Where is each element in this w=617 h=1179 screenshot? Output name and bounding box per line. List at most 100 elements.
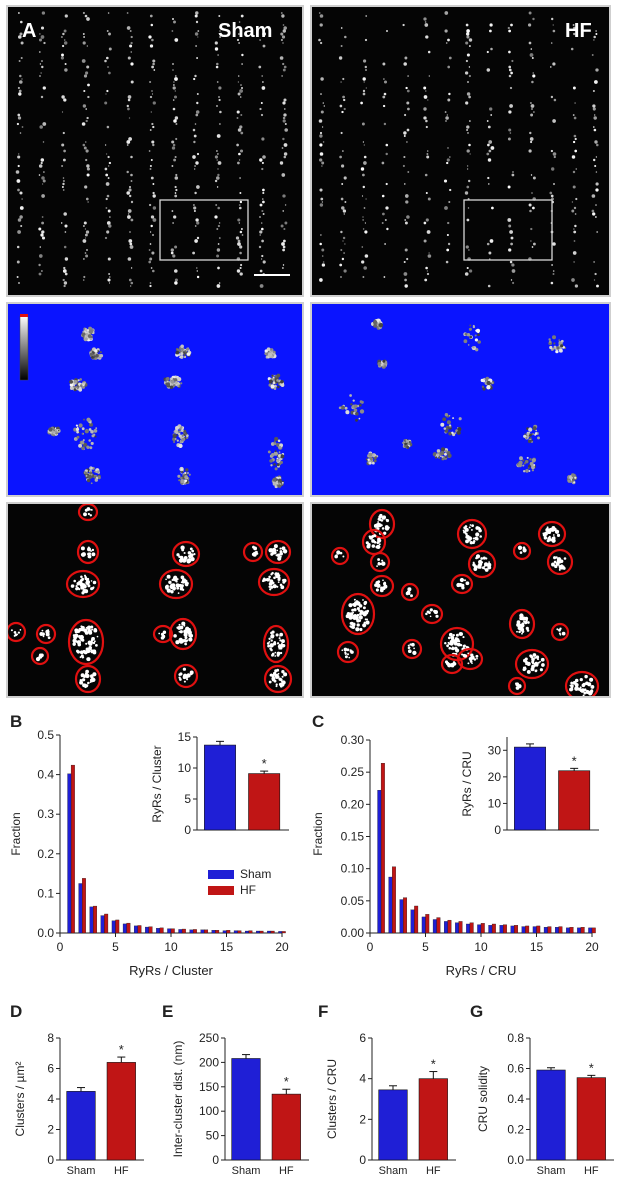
ryr-punctum xyxy=(447,98,451,102)
ryr-punctum xyxy=(196,152,200,156)
ryr-punctum xyxy=(426,150,429,152)
cru-pixel xyxy=(90,587,94,591)
ryr-punctum xyxy=(468,66,471,68)
ryr-cluster xyxy=(270,464,273,467)
ryr-cluster xyxy=(373,459,377,463)
x-tick-label: 0 xyxy=(57,940,64,954)
ryr-cluster xyxy=(372,461,375,465)
ryr-punctum xyxy=(194,14,198,18)
cru-pixel xyxy=(90,639,94,642)
ryr-punctum xyxy=(172,222,174,224)
ryr-punctum xyxy=(281,242,285,246)
ryr-punctum xyxy=(487,284,491,288)
ryr-punctum xyxy=(343,176,347,180)
ryr-punctum xyxy=(41,216,44,218)
ryr-punctum xyxy=(363,155,367,159)
ryr-punctum xyxy=(171,146,176,150)
ryr-punctum xyxy=(280,32,284,36)
ryr-punctum xyxy=(595,216,597,218)
ryr-punctum xyxy=(343,252,345,254)
cru-pixel xyxy=(84,631,89,635)
cru-outline xyxy=(173,663,199,689)
ryr-cluster xyxy=(277,484,282,488)
ryr-punctum xyxy=(468,269,473,273)
ryr-punctum xyxy=(126,140,131,144)
ryr-punctum xyxy=(552,29,556,33)
cru-pixel xyxy=(86,657,91,662)
ryr-cluster xyxy=(172,384,176,387)
ryr-cluster xyxy=(84,429,89,434)
ryr-punctum xyxy=(508,65,512,69)
hf-hist-bar xyxy=(514,925,519,934)
ryr-cluster xyxy=(184,350,187,353)
ryr-cluster xyxy=(93,470,96,473)
cru-pixel xyxy=(262,577,267,582)
ryr-punctum xyxy=(259,284,264,288)
ryr-punctum xyxy=(531,57,534,59)
ryr-punctum xyxy=(64,68,68,72)
ryr-punctum xyxy=(218,282,221,284)
cru-pixel xyxy=(270,634,275,638)
ryr-cluster xyxy=(81,446,85,451)
cru-pixel xyxy=(181,639,185,643)
ryr-cluster xyxy=(183,429,187,433)
ryr-punctum xyxy=(82,104,87,108)
ryr-punctum xyxy=(448,56,452,60)
ryr-punctum xyxy=(41,60,43,62)
ryr-cluster xyxy=(525,469,529,473)
ryr-punctum xyxy=(259,158,263,162)
ryr-punctum xyxy=(151,140,155,144)
y-axis-label: RyRs / CRU xyxy=(460,751,474,816)
ryr-cluster xyxy=(179,436,183,439)
hf-bar xyxy=(271,1093,301,1161)
cru-pixel xyxy=(162,630,167,634)
ryr-punctum xyxy=(282,42,284,44)
ryr-punctum xyxy=(217,243,220,245)
ryr-punctum xyxy=(528,23,532,27)
ryr-punctum xyxy=(553,155,556,159)
hf-hist-bar xyxy=(170,928,175,934)
ryr-punctum xyxy=(40,72,42,74)
ryr-cluster xyxy=(84,471,88,475)
ryr-cluster xyxy=(180,352,184,356)
ryr-cluster xyxy=(75,386,78,389)
ryr-cluster xyxy=(185,433,188,436)
ryr-punctum xyxy=(319,158,323,162)
ryr-cluster xyxy=(82,439,85,442)
cru-pixel xyxy=(160,632,165,636)
ryr-punctum xyxy=(172,99,175,101)
ryr-punctum xyxy=(361,260,365,264)
sham-bar xyxy=(378,1089,408,1161)
ryr-punctum xyxy=(236,117,239,119)
y-tick-label: 0.05 xyxy=(341,894,365,908)
cru-outline xyxy=(74,664,102,694)
ryr-punctum xyxy=(214,47,219,51)
ryr-punctum xyxy=(593,39,595,41)
ryr-punctum xyxy=(41,194,45,198)
ryr-punctum xyxy=(571,201,574,203)
ryr-cluster xyxy=(571,478,575,482)
ryr-punctum xyxy=(340,131,343,135)
ryr-punctum xyxy=(591,194,596,198)
ryr-punctum xyxy=(262,188,265,192)
ryr-punctum xyxy=(528,11,532,15)
y-tick-label: 200 xyxy=(199,1055,219,1069)
cru-pixel xyxy=(186,628,191,633)
ryr-punctum xyxy=(237,81,240,83)
ryr-punctum xyxy=(466,29,470,33)
ryr-punctum xyxy=(174,38,179,42)
cru-pixel xyxy=(269,588,272,591)
ryr-cluster xyxy=(371,453,376,458)
ryr-punctum xyxy=(149,282,152,284)
ryr-punctum xyxy=(17,164,20,168)
ryr-punctum xyxy=(573,26,576,30)
cru-pixel xyxy=(282,580,286,584)
ryr-punctum xyxy=(109,216,111,218)
ryr-punctum xyxy=(508,68,512,72)
ryr-punctum xyxy=(530,174,533,176)
ryr-punctum xyxy=(573,240,576,242)
ryr-punctum xyxy=(217,168,219,170)
ryr-punctum xyxy=(82,279,85,281)
ryr-punctum xyxy=(427,197,431,201)
ryr-punctum xyxy=(531,108,533,110)
